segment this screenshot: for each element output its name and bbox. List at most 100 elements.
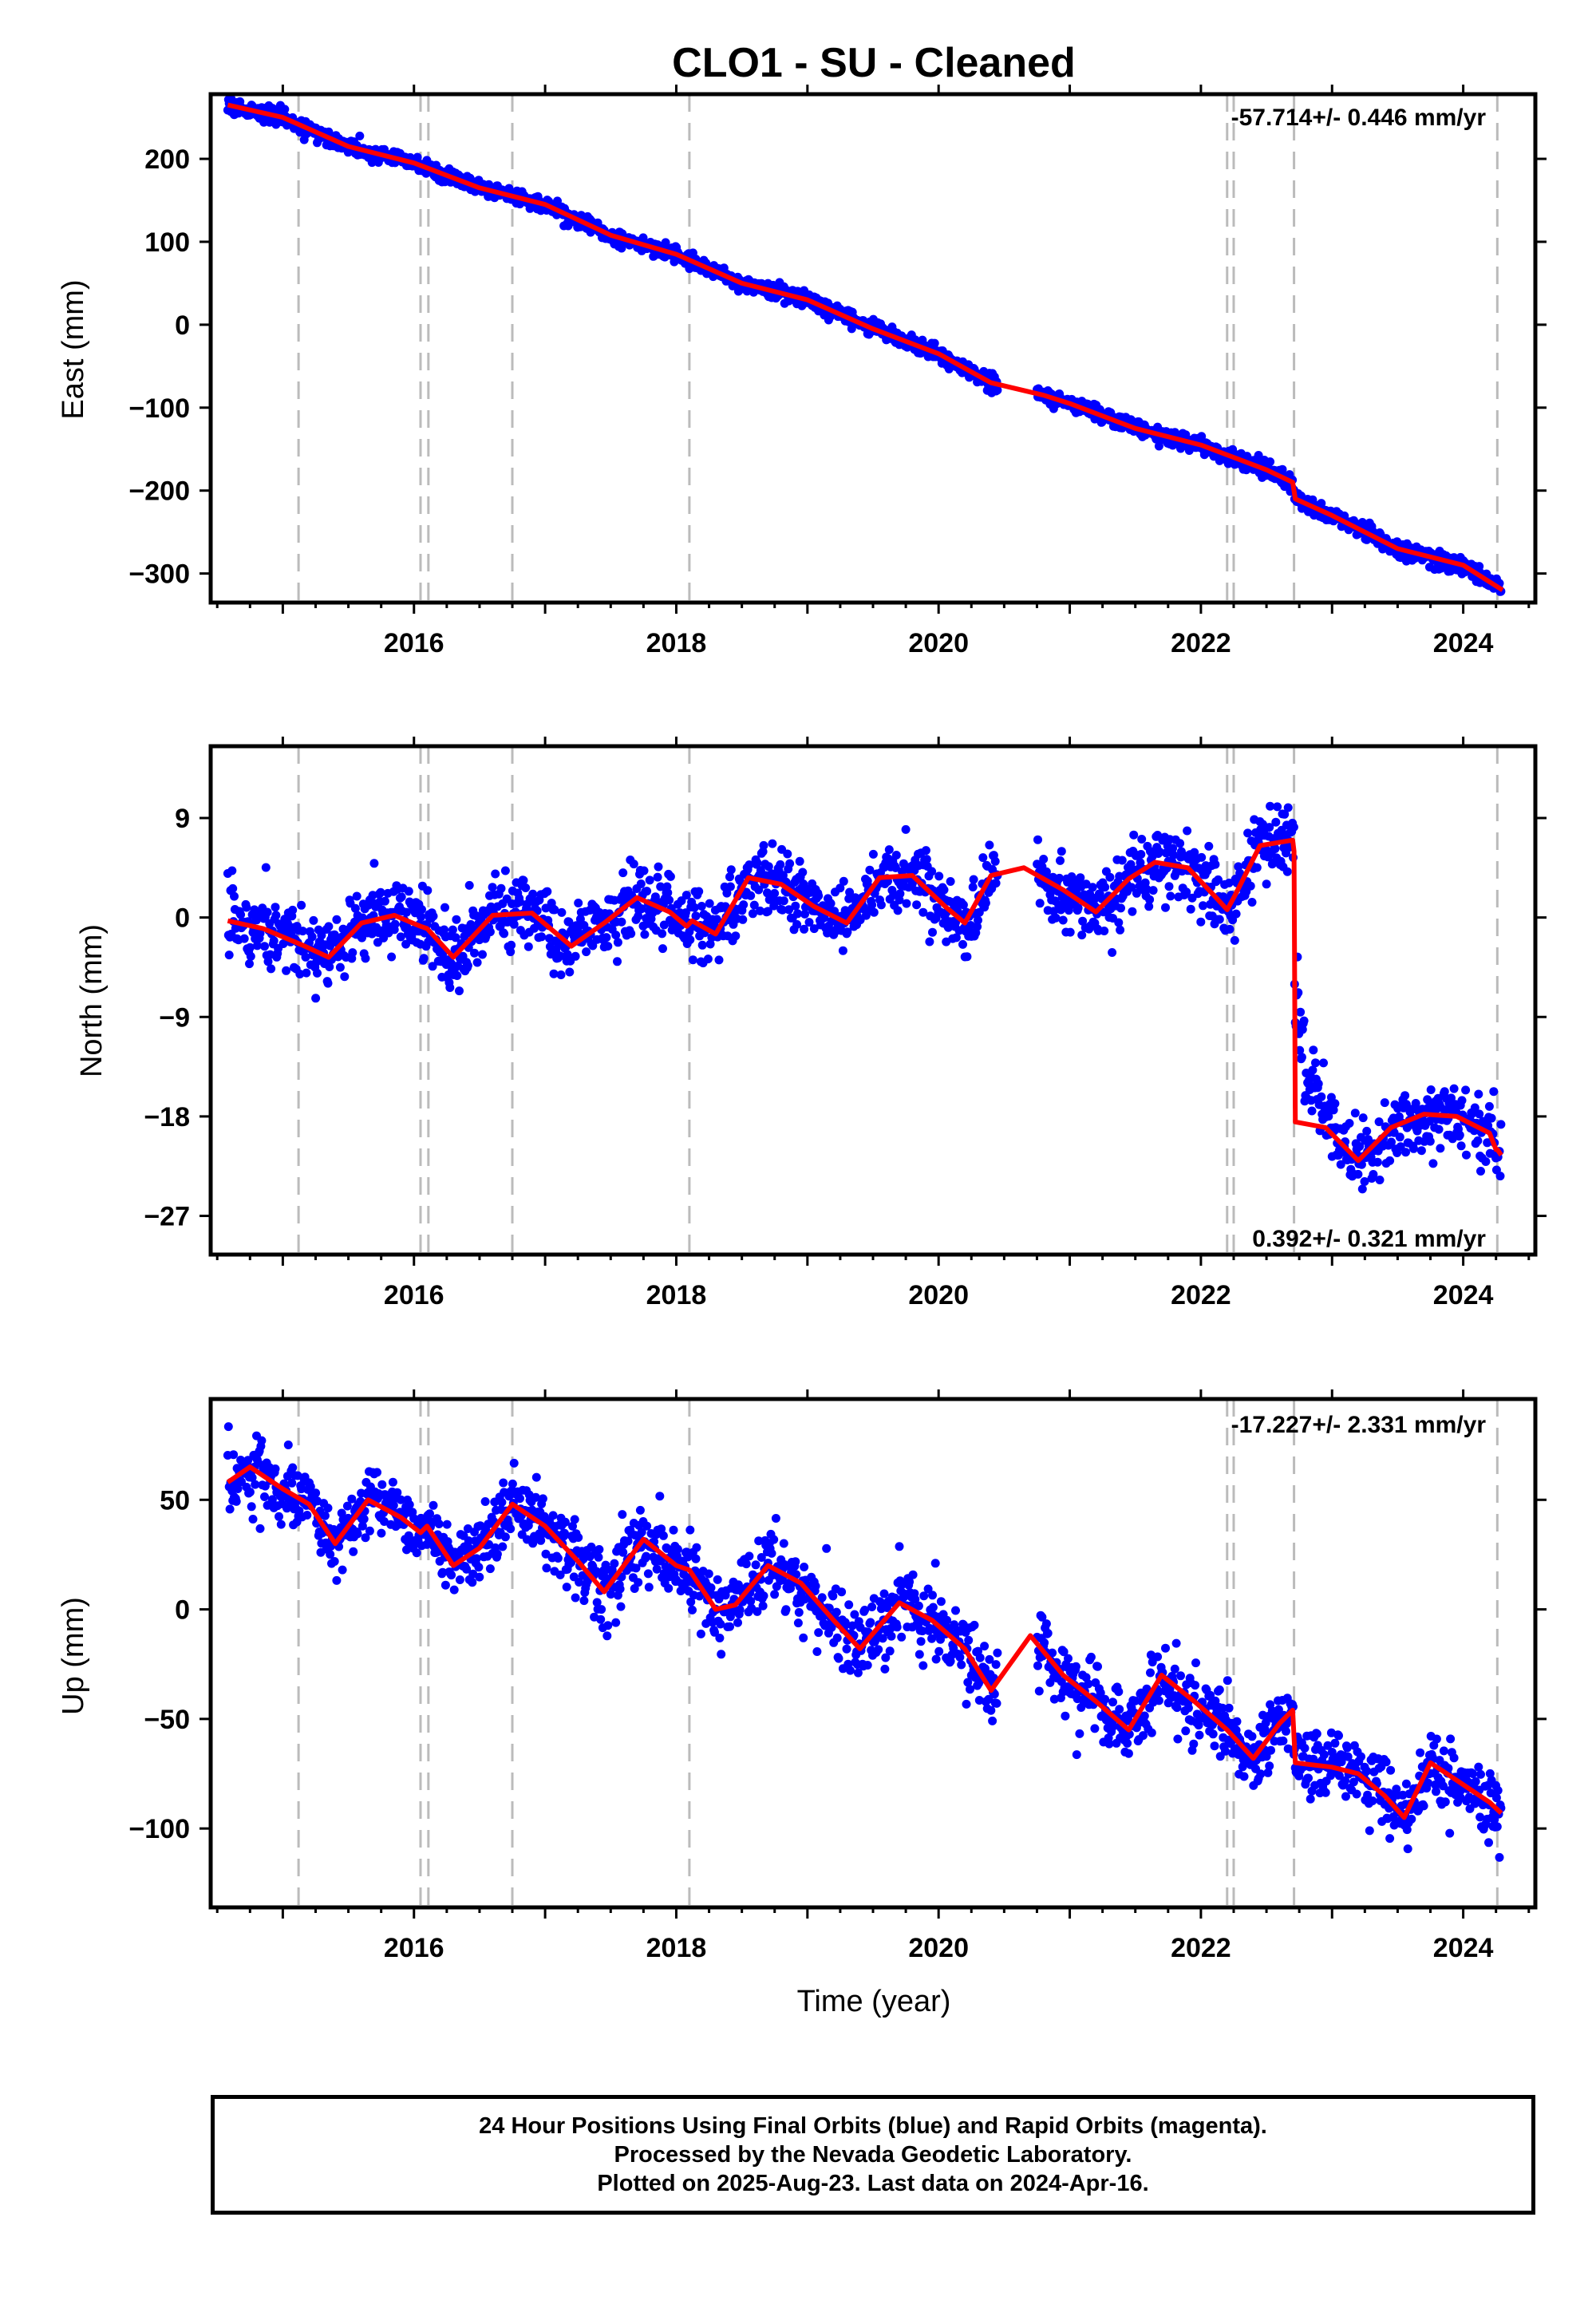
east-data-point <box>993 385 1002 395</box>
up-data-point <box>934 1646 944 1656</box>
up-data-point <box>330 1557 339 1566</box>
up-data-point <box>863 1661 872 1670</box>
up-data-point <box>993 1648 1002 1658</box>
north-data-point <box>928 927 937 937</box>
up-data-point <box>970 1620 979 1630</box>
up-data-point <box>506 1524 516 1534</box>
north-data-point <box>227 866 237 875</box>
north-data-point <box>348 948 358 958</box>
north-data-point <box>350 903 360 913</box>
north-data-point <box>1108 948 1117 957</box>
up-data-point <box>713 1575 722 1584</box>
north-data-point <box>340 972 350 982</box>
up-data-point <box>429 1500 438 1510</box>
up-data-point <box>799 1633 808 1642</box>
north-data-point <box>685 935 695 944</box>
north-data-point <box>313 968 322 978</box>
north-data-point <box>402 907 411 917</box>
north-data-point <box>311 994 321 1003</box>
north-x-tick-label-2022: 2022 <box>1171 1280 1231 1310</box>
north-data-point <box>298 927 307 936</box>
up-data-point <box>1043 1629 1053 1638</box>
north-data-point <box>629 860 638 869</box>
north-data-point <box>543 887 552 896</box>
up-data-point <box>1041 1619 1051 1629</box>
up-data-point <box>1108 1697 1117 1707</box>
north-data-point <box>839 876 848 886</box>
up-data-point <box>908 1570 918 1579</box>
north-data-point <box>665 895 674 905</box>
north-data-point <box>1128 907 1137 916</box>
up-data-point <box>832 1633 842 1642</box>
north-data-point <box>452 971 462 980</box>
up-data-point <box>781 1605 791 1614</box>
east-x-tick-label-2024: 2024 <box>1433 628 1494 658</box>
north-y-tick-label: −18 <box>144 1102 190 1132</box>
east-panel: 2016 2018 2020 2022 20242001000−100−200−300E… <box>57 85 1547 658</box>
up-data-point <box>1153 1652 1163 1662</box>
north-data-point <box>602 933 611 943</box>
north-data-point <box>1353 1169 1363 1179</box>
north-data-point <box>1496 1120 1506 1129</box>
north-data-point <box>565 967 575 977</box>
up-data-point <box>1072 1750 1081 1760</box>
north-data-point <box>491 869 500 879</box>
up-data-point <box>570 1515 579 1524</box>
up-data-point <box>1173 1734 1183 1744</box>
up-data-point <box>229 1450 239 1460</box>
north-data-point <box>1116 925 1125 935</box>
north-data-point <box>946 877 955 886</box>
east-data-point <box>1228 445 1238 454</box>
up-data-point <box>1224 1703 1234 1713</box>
up-data-point <box>704 1569 713 1579</box>
north-data-point <box>697 940 707 950</box>
up-data-point <box>725 1622 734 1631</box>
up-data-point <box>692 1543 701 1552</box>
up-data-point <box>1181 1726 1191 1736</box>
north-y-axis-label: North (mm) <box>75 924 109 1077</box>
north-data-point <box>1385 1156 1395 1165</box>
up-data-point <box>271 1464 280 1473</box>
up-data-point <box>685 1525 695 1535</box>
north-data-point <box>978 853 988 863</box>
north-data-point <box>358 933 366 943</box>
up-data-point <box>928 1591 937 1600</box>
north-data-point <box>921 846 930 856</box>
north-data-point <box>1058 915 1068 925</box>
up-data-point <box>895 1542 904 1551</box>
up-data-point <box>595 1545 604 1554</box>
north-data-point <box>1033 835 1042 844</box>
north-data-point <box>521 883 531 892</box>
north-data-point <box>1495 1172 1505 1181</box>
up-data-point <box>349 1547 358 1556</box>
up-data-point <box>475 1572 484 1582</box>
up-data-point <box>1086 1652 1096 1662</box>
north-data-point <box>1129 830 1139 840</box>
north-data-point <box>574 899 583 907</box>
up-data-point <box>658 1531 668 1540</box>
east-y-tick-label: −300 <box>128 559 190 590</box>
up-data-point <box>846 1666 855 1675</box>
north-data-point <box>1487 1113 1496 1123</box>
up-data-point <box>618 1510 627 1520</box>
north-data-point <box>506 947 516 957</box>
up-data-point <box>915 1650 924 1659</box>
north-data-point <box>404 887 413 896</box>
north-data-point <box>307 932 317 942</box>
north-data-point <box>613 957 622 966</box>
up-data-point <box>892 1622 902 1632</box>
north-data-point <box>1362 1126 1372 1136</box>
up-data-point <box>1210 1741 1219 1751</box>
north-data-point <box>323 978 333 988</box>
north-data-point <box>324 922 334 931</box>
up-data-point <box>500 1532 510 1542</box>
north-data-point <box>236 910 246 919</box>
up-data-point <box>992 1698 1001 1708</box>
north-data-point <box>1100 883 1110 892</box>
north-data-point <box>1428 1159 1438 1168</box>
north-data-point <box>472 958 482 967</box>
north-data-point <box>1088 883 1097 892</box>
north-data-point <box>500 866 510 875</box>
up-data-point <box>696 1629 705 1638</box>
north-data-point <box>417 905 426 915</box>
